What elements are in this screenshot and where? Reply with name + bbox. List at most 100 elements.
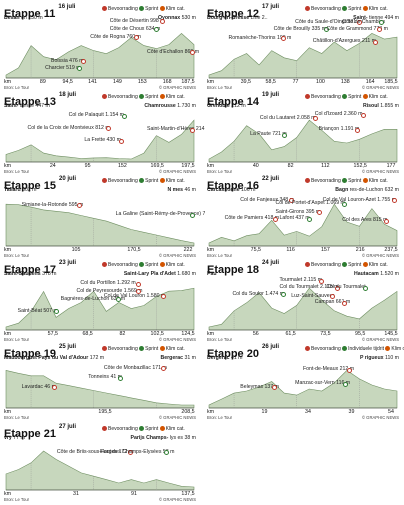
climb-label: Côte de Briis-sous-Forges 172 m bbox=[56, 448, 133, 455]
elevation-profile bbox=[5, 203, 195, 247]
legend-marker-icon bbox=[159, 6, 165, 11]
climb-label: Col du Tourmalet 2.115 m bbox=[279, 284, 339, 291]
legend-entry: Bevoorrading bbox=[102, 426, 139, 432]
source-note: Bron: Le Tour bbox=[207, 253, 233, 258]
legend-label: Bevoorrading bbox=[108, 346, 140, 352]
legend-marker-icon bbox=[342, 178, 348, 183]
legend-label: Bevoorrading bbox=[311, 94, 343, 100]
climb-label: Lafont 437 m bbox=[279, 215, 310, 222]
stage-panel: Etappe 18 24 juli Bevoorrading Sprint Kli… bbox=[205, 260, 401, 344]
legend-label: Sprint bbox=[145, 262, 160, 268]
climb-label: Col de Val Louron 1.580 m bbox=[103, 292, 166, 299]
finish-town-name: Hautacam bbox=[354, 271, 381, 277]
legend-entry: Sprint bbox=[342, 6, 362, 12]
legend-marker-icon bbox=[139, 262, 145, 267]
climb-category-icon bbox=[342, 300, 348, 306]
stage-number: Etappe 13 bbox=[4, 96, 60, 108]
start-town-name: Saint-Gaudens bbox=[4, 271, 43, 277]
legend-label: Klim cat. bbox=[165, 346, 185, 352]
stage-date: 16 juli bbox=[58, 4, 76, 10]
profile-area bbox=[208, 119, 398, 163]
climb-label: Luz-Saint-Sauveur bbox=[291, 292, 335, 299]
stage-panel: Etappe 19 25 juli Bevoorrading Sprint Kli… bbox=[2, 344, 198, 422]
legend-entry: Sprint bbox=[139, 426, 159, 432]
credit-note: © GRAPHIC NEWS bbox=[158, 497, 196, 502]
source-note: Bron: Le Tour bbox=[4, 85, 30, 90]
km-tick-label: 100 bbox=[316, 79, 325, 85]
climb-label: Col du Tourmalet bbox=[326, 284, 366, 291]
km-tick-label: 34 bbox=[305, 409, 311, 415]
source-note: Bron: Le Tour bbox=[4, 169, 30, 174]
stage-legend: Bevoorrading Sprint Klim cat. bbox=[102, 426, 185, 432]
climb-label: Tonneins 41 m bbox=[88, 374, 122, 381]
legend-label: Klim cat. bbox=[165, 6, 185, 12]
legend-entry: Bevoorrading bbox=[305, 178, 342, 184]
km-axis-label: km bbox=[207, 163, 215, 169]
legend-label: Klim cat. bbox=[368, 178, 388, 184]
start-town: Pau bbox=[207, 271, 217, 278]
legend-label: Bevoorrading bbox=[108, 178, 140, 184]
legend-label: Klim cat. bbox=[165, 426, 185, 432]
legend-marker-icon bbox=[102, 94, 107, 99]
km-tick-label: 82 bbox=[287, 163, 294, 169]
legend-entry: Bevoorrading bbox=[305, 94, 342, 100]
legend-entry: Sprint bbox=[139, 94, 159, 100]
stage-number: Etappe 15 bbox=[4, 180, 60, 192]
stage-number: Etappe 14 bbox=[207, 96, 263, 108]
finish-town: Saint- tienne 494 m bbox=[353, 15, 399, 22]
climb-label: Col de Val Louron-Azet 1.755 m bbox=[322, 196, 397, 203]
stage-legend: Bevoorrading Sprint Klim cat. bbox=[102, 346, 185, 352]
legend-entry: Bevoorrading bbox=[305, 346, 342, 352]
elevation-profile bbox=[5, 370, 195, 409]
legend-entry: Bevoorrading bbox=[102, 346, 139, 352]
km-tick-label: 152,5 bbox=[353, 163, 367, 169]
legend-entry: Sprint bbox=[342, 262, 362, 268]
legend-label: Bevoorrading bbox=[108, 6, 140, 12]
climb-label: Col du Portillon 1.292 m bbox=[80, 280, 136, 286]
legend-entry: Klim cat. bbox=[362, 262, 388, 268]
legend-entry: Klim cat. bbox=[159, 6, 185, 12]
climb-category-icon bbox=[280, 292, 286, 298]
km-tick-label: 145,5 bbox=[384, 331, 398, 337]
km-tick-label: 169,5 bbox=[150, 163, 164, 169]
stage-legend: Bevoorrading Individuele tijdrit Klim ca… bbox=[305, 346, 404, 352]
stage-number: Etappe 12 bbox=[207, 8, 263, 20]
climb-category-icon bbox=[133, 35, 139, 41]
climb-category-icon bbox=[121, 113, 127, 119]
km-tick-label: 177 bbox=[386, 163, 396, 169]
km-tick-label: 91 bbox=[131, 491, 137, 497]
km-tick-label: 39 bbox=[348, 409, 355, 415]
source-note: Bron: Le Tour bbox=[4, 415, 30, 420]
credit-note: © GRAPHIC NEWS bbox=[158, 415, 196, 420]
legend-entry: Bevoorrading bbox=[102, 94, 139, 100]
climb-category-icon bbox=[342, 201, 348, 207]
legend-marker-icon bbox=[102, 6, 107, 11]
credit-note: © GRAPHIC NEWS bbox=[158, 169, 196, 174]
legend-marker-icon bbox=[139, 94, 145, 99]
climb-label: Col du Lautaret 2.058 m bbox=[259, 114, 316, 121]
elevation-profile bbox=[208, 287, 398, 331]
start-town-name: Bergerac bbox=[207, 355, 231, 361]
climb-label: Saint-Martin-d'Hères 214 m bbox=[147, 126, 211, 133]
climb-category-icon bbox=[372, 39, 378, 45]
legend-marker-icon bbox=[342, 6, 348, 11]
stage-number: Etappe 16 bbox=[207, 180, 263, 192]
stage-number: Etappe 21 bbox=[4, 428, 60, 440]
legend-marker-icon bbox=[159, 262, 165, 267]
stage-legend: Bevoorrading Sprint Klim cat. bbox=[102, 94, 185, 100]
climb-label: Côte de Rogna 760 m bbox=[90, 33, 141, 40]
finish-town-name: N mes bbox=[167, 187, 185, 193]
climb-label: Manzac-sur-Vern 116 m bbox=[295, 380, 351, 387]
legend-entry: Bevoorrading bbox=[102, 262, 139, 268]
legend-entry: Individuele tijdrit bbox=[342, 346, 385, 352]
stage-panel: Etappe 15 20 juli Bevoorrading Sprint Kli… bbox=[2, 176, 214, 260]
climb-label: Côte de Brouilly 335 m bbox=[273, 25, 327, 32]
km-axis-label: km bbox=[4, 491, 12, 497]
climb-label: Col des Ares 815 m bbox=[342, 217, 388, 223]
elevation-profile bbox=[208, 370, 398, 409]
credit-note: © GRAPHIC NEWS bbox=[361, 169, 399, 174]
stage-legend: Bevoorrading Sprint Klim cat. bbox=[102, 6, 185, 12]
km-tick-label: 73,5 bbox=[320, 331, 331, 337]
legend-label: Sprint bbox=[348, 94, 363, 100]
climb-label: Col de Palaquit 1.154 m bbox=[68, 112, 124, 118]
